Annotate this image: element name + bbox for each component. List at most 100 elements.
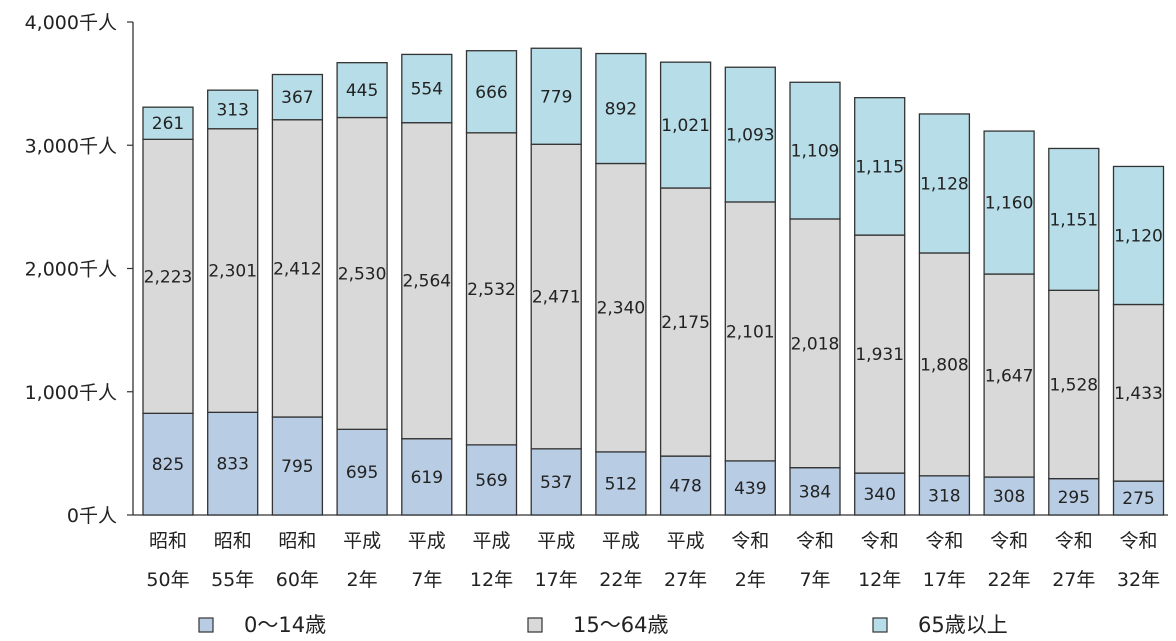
y-tick-label: 1,000千人 — [25, 382, 117, 404]
bar-stack: 619 2,564 554 — [401, 53, 453, 516]
x-tick-label-year: 7年 — [411, 569, 442, 591]
bar-segment — [530, 47, 582, 145]
bar-segment — [1112, 303, 1165, 482]
bar-segment — [336, 116, 388, 430]
x-tick-label-era: 昭和 — [149, 530, 187, 552]
data-label: 2,223 — [144, 267, 193, 287]
x-tick-label-era: 平成 — [537, 530, 575, 552]
bar-segment — [336, 428, 388, 516]
legend-swatch — [527, 617, 543, 633]
data-label: 318 — [928, 486, 960, 506]
x-tick-label-year: 12年 — [858, 569, 901, 591]
bar-segment — [724, 66, 776, 203]
bar-stack: 478 2,175 1,021 — [659, 61, 712, 516]
x-tick-label-era: 平成 — [667, 530, 705, 552]
x-tick-label-era: 令和 — [1119, 530, 1157, 552]
x-tick-label-year: 22年 — [599, 569, 642, 591]
bar-stack: 833 2,301 313 — [207, 89, 259, 516]
x-tick-label-year: 2年 — [735, 569, 766, 591]
bar-segment — [142, 412, 194, 516]
x-tick-label-year: 27年 — [1052, 569, 1095, 591]
y-tick-label: 3,000千人 — [25, 135, 117, 157]
data-label: 313 — [216, 100, 248, 120]
bar-stack: 340 1,931 1,115 — [854, 97, 906, 516]
data-label: 537 — [540, 473, 572, 493]
data-label: 1,931 — [855, 345, 904, 365]
bar-segment — [1048, 477, 1100, 516]
data-label: 1,151 — [1049, 210, 1098, 230]
bar-segment — [659, 61, 712, 189]
data-label: 384 — [799, 482, 831, 502]
legend-item: 15〜64歳 — [527, 613, 668, 637]
bar-segment — [401, 122, 453, 440]
data-label: 478 — [669, 477, 701, 497]
data-label: 1,120 — [1114, 226, 1163, 246]
x-tick-label-era: 昭和 — [278, 530, 316, 552]
bar-stack: 825 2,223 261 — [142, 106, 194, 516]
bar-segment — [336, 62, 388, 119]
bar-segment — [1112, 165, 1165, 306]
bar-segment — [465, 50, 518, 134]
bar-stack: 295 1,528 1,151 — [1048, 147, 1100, 516]
legend-item: 65歳以上 — [872, 613, 1008, 637]
data-label: 2,018 — [791, 334, 840, 354]
bar-segment — [854, 472, 906, 516]
data-label: 340 — [863, 485, 895, 505]
bar-segment — [724, 460, 776, 516]
x-axis-labels: 昭和 50年 昭和 55年 昭和 60年 平成 2年 平成 7年 平成 12年 平成 17年 平成 22年 平成… — [146, 530, 1160, 591]
data-label: 1,109 — [791, 142, 840, 162]
data-label: 367 — [281, 88, 313, 108]
bar-segment — [401, 53, 453, 124]
x-tick-label-year: 27年 — [664, 569, 707, 591]
data-label: 554 — [411, 80, 443, 100]
x-tick-label-year: 55年 — [211, 569, 254, 591]
x-tick-label-era: 令和 — [796, 530, 834, 552]
data-label: 1,128 — [920, 174, 969, 194]
bar-segment — [918, 252, 971, 477]
data-label: 619 — [411, 468, 443, 488]
y-tick-label: 4,000千人 — [25, 12, 117, 34]
legend-item: 0〜14歳 — [198, 613, 326, 637]
bar-segment — [789, 467, 841, 516]
x-tick-label-era: 令和 — [1055, 530, 1093, 552]
x-tick-label-era: 平成 — [602, 530, 640, 552]
data-label: 2,412 — [273, 259, 322, 279]
legend-swatch — [198, 617, 214, 633]
data-label: 892 — [605, 100, 637, 120]
bar-segment — [207, 411, 259, 516]
data-label: 2,340 — [597, 299, 646, 319]
legend-label: 65歳以上 — [918, 613, 1008, 637]
bar-stack: 384 2,018 1,109 — [789, 81, 841, 516]
bar-stack: 275 1,433 1,120 — [1112, 165, 1165, 516]
bar-segment — [595, 162, 647, 453]
data-label: 779 — [540, 87, 572, 107]
data-label: 512 — [605, 474, 637, 494]
data-label: 695 — [346, 463, 378, 483]
bar-segment — [918, 113, 971, 254]
bar-segment — [789, 218, 841, 469]
data-label: 275 — [1122, 489, 1154, 509]
x-tick-label-year: 2年 — [347, 569, 378, 591]
data-label: 569 — [475, 471, 507, 491]
bar-stack: 569 2,532 666 — [465, 50, 518, 516]
data-label: 445 — [346, 81, 378, 101]
bar-segment — [530, 448, 582, 516]
bar-segment — [1048, 147, 1100, 291]
legend-label: 0〜14歳 — [244, 613, 326, 637]
data-label: 1,647 — [985, 367, 1034, 387]
x-tick-label-year: 12年 — [470, 569, 513, 591]
x-tick-label-year: 60年 — [276, 569, 319, 591]
legend: 0〜14歳 15〜64歳 65歳以上 — [198, 613, 1008, 637]
y-tick-label: 2,000千人 — [25, 259, 117, 281]
x-tick-label-era: 平成 — [343, 530, 381, 552]
bar-segment — [854, 234, 906, 474]
bar-segment — [271, 73, 324, 121]
data-label: 1,115 — [855, 157, 904, 177]
bar-stack: 439 2,101 1,093 — [724, 66, 776, 516]
bar-segment — [207, 89, 259, 130]
bar-stacks: 825 2,223 261 833 2,301 313 795 2,412 367 695 2,53… — [142, 47, 1165, 516]
bar-segment — [789, 81, 841, 220]
data-label: 439 — [734, 479, 766, 499]
x-tick-label-era: 令和 — [861, 530, 899, 552]
